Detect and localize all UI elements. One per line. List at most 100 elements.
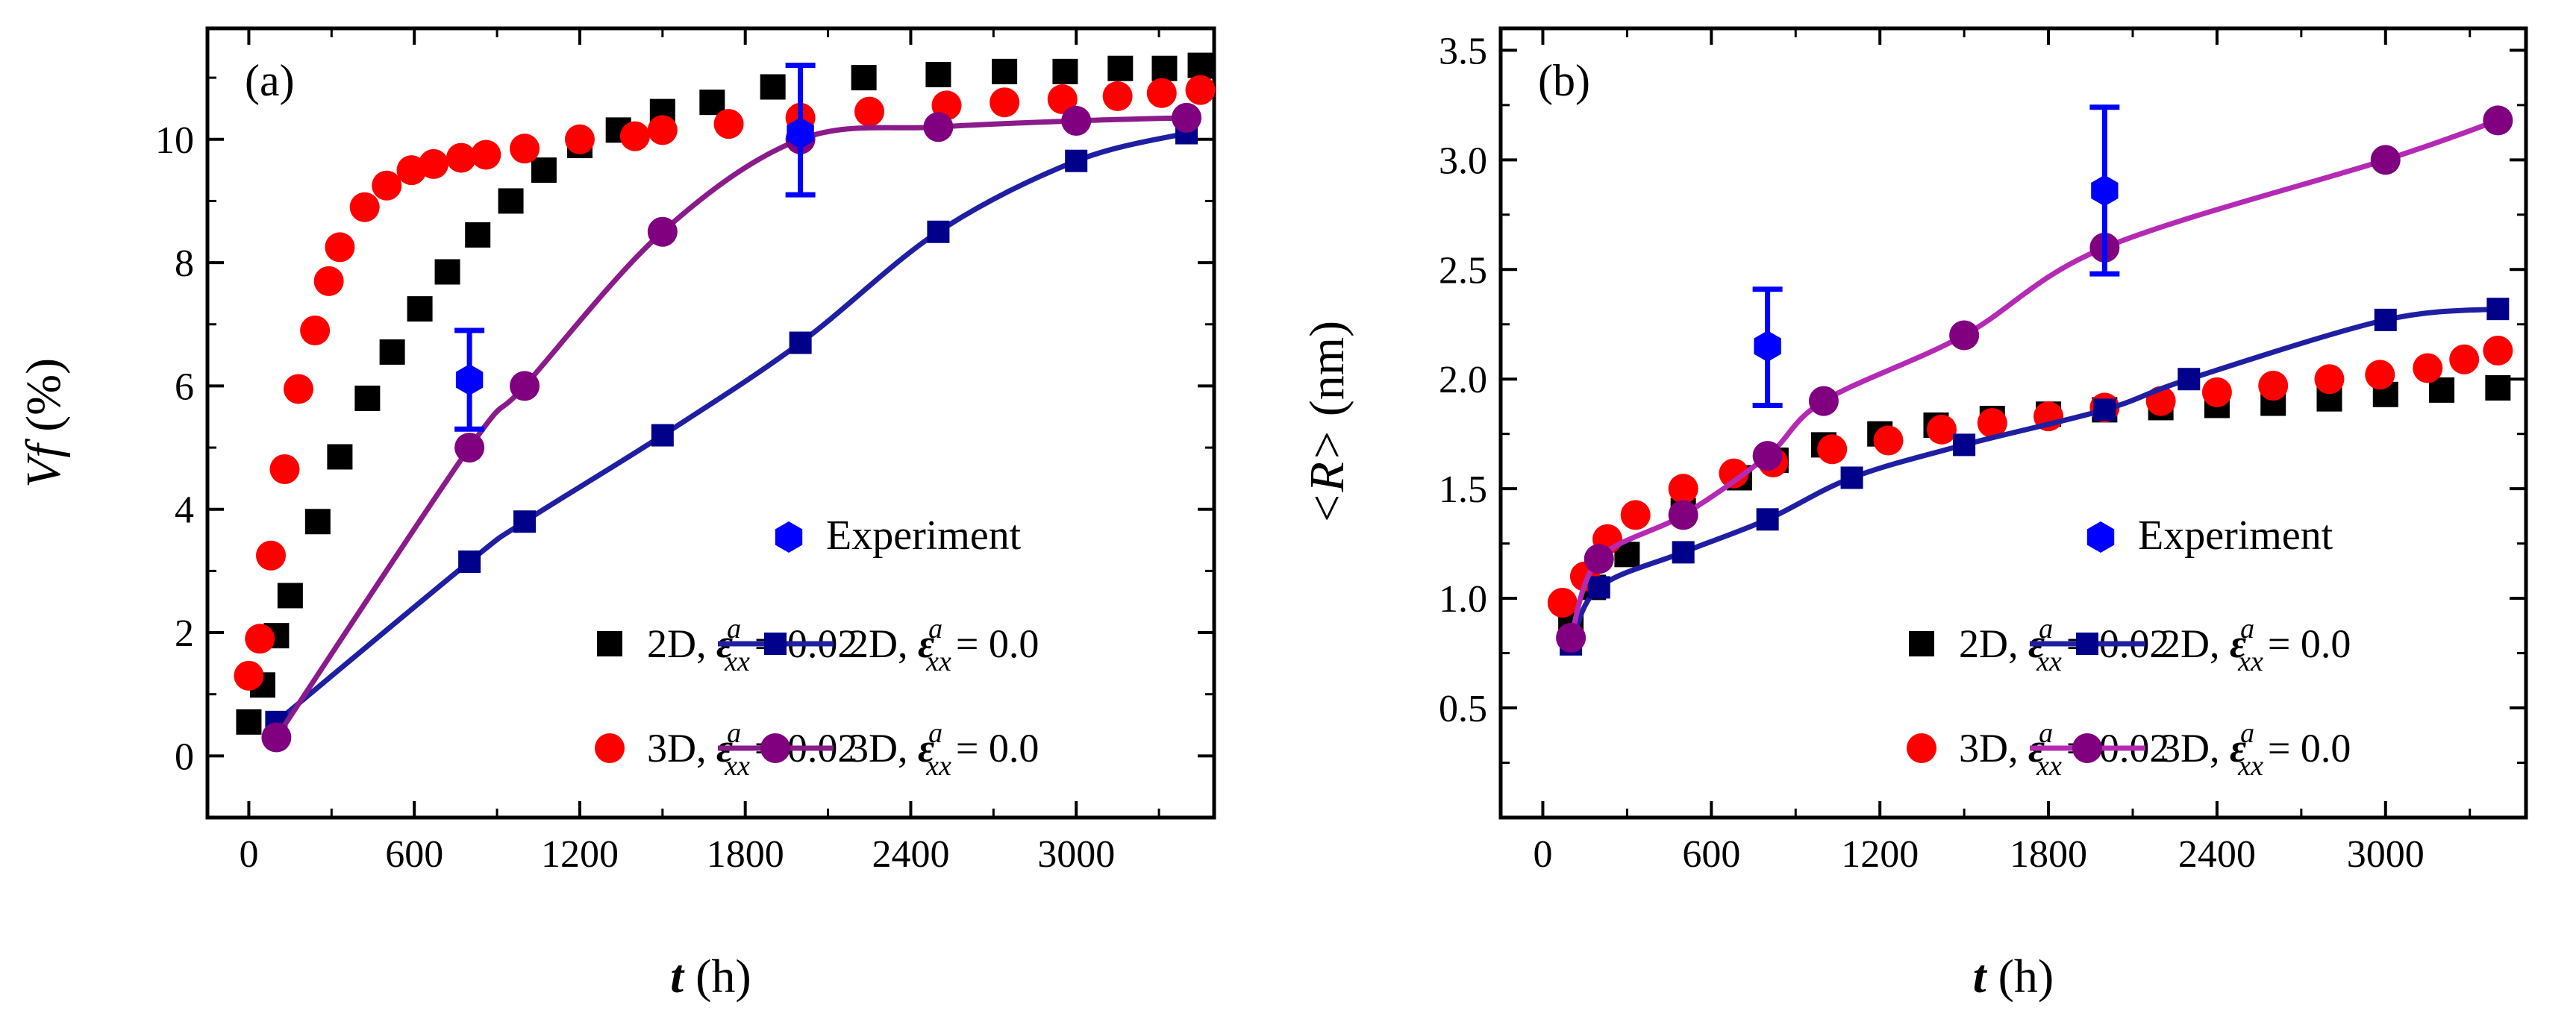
data-point-s3d002	[854, 96, 885, 127]
legend-label-s2d00: 2D, εa xx = 0.0	[2160, 613, 2351, 677]
data-point-s2d00	[2178, 368, 2201, 391]
data-point-s3d002	[1873, 425, 1904, 456]
data-point-s3d00	[1949, 320, 1980, 351]
x-tick-label: 1800	[707, 833, 784, 876]
data-point-s3d002	[2365, 360, 2395, 390]
y-tick-label: 2.5	[1439, 249, 1487, 292]
data-point-s2d002	[465, 222, 491, 248]
data-point-s3d002	[2483, 336, 2513, 366]
data-point-s3d002	[990, 87, 1020, 118]
x-tick-label: 0	[239, 833, 258, 876]
data-point-s3d002	[2413, 353, 2443, 383]
y-tick-label: 10	[155, 119, 194, 162]
y-tick-label: 4	[175, 489, 194, 532]
x-tick-label: 1200	[541, 833, 619, 876]
data-point-s3d00	[2483, 105, 2513, 136]
series-s3d002	[1547, 336, 2513, 618]
y-tick-label: 1.5	[1439, 468, 1487, 511]
y-tick-label: 3.0	[1439, 139, 1487, 182]
data-point-s2d00	[1840, 466, 1863, 489]
data-point-s2d00	[927, 220, 950, 243]
data-point-s3d002	[564, 124, 595, 154]
data-point-s2d002	[760, 74, 786, 100]
data-point-s2d002	[1187, 52, 1213, 78]
data-point-s3d00	[2370, 145, 2401, 175]
data-point-s3d002	[446, 142, 477, 173]
data-point-s2d00	[2486, 298, 2510, 321]
legend-label-s3d00: 3D, εa xx = 0.0	[848, 718, 1039, 782]
data-point-s3d00	[510, 371, 540, 401]
y-tick-label: 6	[175, 366, 194, 408]
data-point-s2d002	[2485, 374, 2511, 401]
data-point-s3d00	[923, 112, 954, 142]
data-point-s3d002	[300, 316, 331, 346]
series-experiment	[454, 63, 816, 432]
legend-swatch-s2d00	[764, 633, 787, 655]
data-point-experiment	[2091, 175, 2119, 207]
data-point-s2d00	[458, 550, 481, 573]
legend-swatch-s3d002	[595, 733, 625, 763]
data-point-s3d00	[1668, 500, 1698, 530]
y-tick-label: 0	[175, 735, 194, 778]
x-axis-title: t (h)	[1973, 950, 2054, 1003]
data-point-s2d00	[513, 510, 537, 533]
data-point-s3d002	[234, 660, 264, 691]
data-point-s3d002	[1547, 587, 1578, 618]
series-line-s3d00	[1568, 118, 2499, 639]
x-tick-label: 2400	[2178, 833, 2256, 876]
legend-swatch-s2d00	[2076, 633, 2098, 655]
chart-panel-a: 0 600 1200 1800 2400 3000 0 2 4 6 8 10 (a) t (h) Vf (%…	[16, 26, 1216, 1003]
data-point-s2d00	[1672, 541, 1695, 564]
data-point-s3d002	[1102, 81, 1133, 111]
series-s3d00	[1556, 105, 2513, 653]
y-axis-title: Vf (%)	[16, 358, 71, 488]
data-point-s3d00	[1752, 441, 1783, 471]
data-point-s2d002	[1107, 55, 1134, 81]
x-tick-label: 3000	[1037, 833, 1115, 876]
data-point-s2d00	[789, 331, 812, 354]
data-point-experiment	[455, 364, 484, 396]
data-point-s2d00	[651, 424, 674, 447]
y-tick-label: 1.0	[1439, 578, 1487, 621]
series-s3d00	[261, 102, 1202, 753]
data-point-s2d00	[2093, 398, 2116, 421]
panel-label: (b)	[1538, 56, 1590, 105]
data-point-s3d00	[1556, 623, 1586, 653]
data-point-s3d00	[261, 722, 292, 753]
legend-label-s3d00: 3D, εa xx = 0.0	[2160, 718, 2351, 782]
y-axis-title: <R> (nm)	[1300, 321, 1354, 525]
data-point-s3d002	[283, 374, 313, 404]
legend-swatch-s3d00	[2072, 733, 2102, 763]
x-tick-label: 0	[1533, 833, 1552, 876]
chart-panel-b: 0 600 1200 1800 2400 3000 0.5 1.0 1.5 2.0 2.5 3.0 3.…	[1300, 26, 2528, 1003]
legend-swatch-s2d002	[1909, 631, 1934, 656]
series-line-s3d00	[274, 115, 1187, 739]
data-point-s3d002	[1668, 474, 1698, 504]
data-point-s3d002	[713, 109, 744, 139]
data-point-s3d002	[349, 192, 380, 222]
data-point-s3d002	[471, 139, 501, 170]
data-point-s2d002	[379, 339, 405, 365]
data-point-s3d002	[372, 170, 402, 201]
data-point-s2d002	[327, 444, 353, 470]
data-point-s2d00	[1587, 576, 1610, 599]
data-point-s2d002	[1052, 58, 1078, 84]
data-point-s3d002	[510, 134, 540, 164]
data-point-s2d002	[407, 296, 433, 322]
data-point-s3d002	[1620, 500, 1651, 530]
data-point-s3d002	[256, 540, 287, 571]
data-point-s3d00	[1808, 386, 1839, 416]
data-point-experiment	[787, 117, 814, 149]
data-point-s3d00	[1061, 105, 1092, 136]
data-point-s2d002	[277, 583, 303, 609]
data-point-s2d00	[1065, 149, 1088, 172]
legend-swatch-s3d002	[1907, 733, 1936, 763]
data-point-s3d00	[1584, 544, 1614, 574]
data-point-s2d002	[1151, 55, 1178, 81]
y-tick-label: 2.0	[1439, 359, 1487, 401]
data-point-s3d002	[269, 454, 300, 484]
data-point-s3d002	[313, 266, 344, 296]
legend-label-experiment: Experiment	[2138, 512, 2333, 559]
x-tick-label: 2400	[872, 833, 949, 876]
x-tick-label: 600	[1682, 833, 1740, 876]
